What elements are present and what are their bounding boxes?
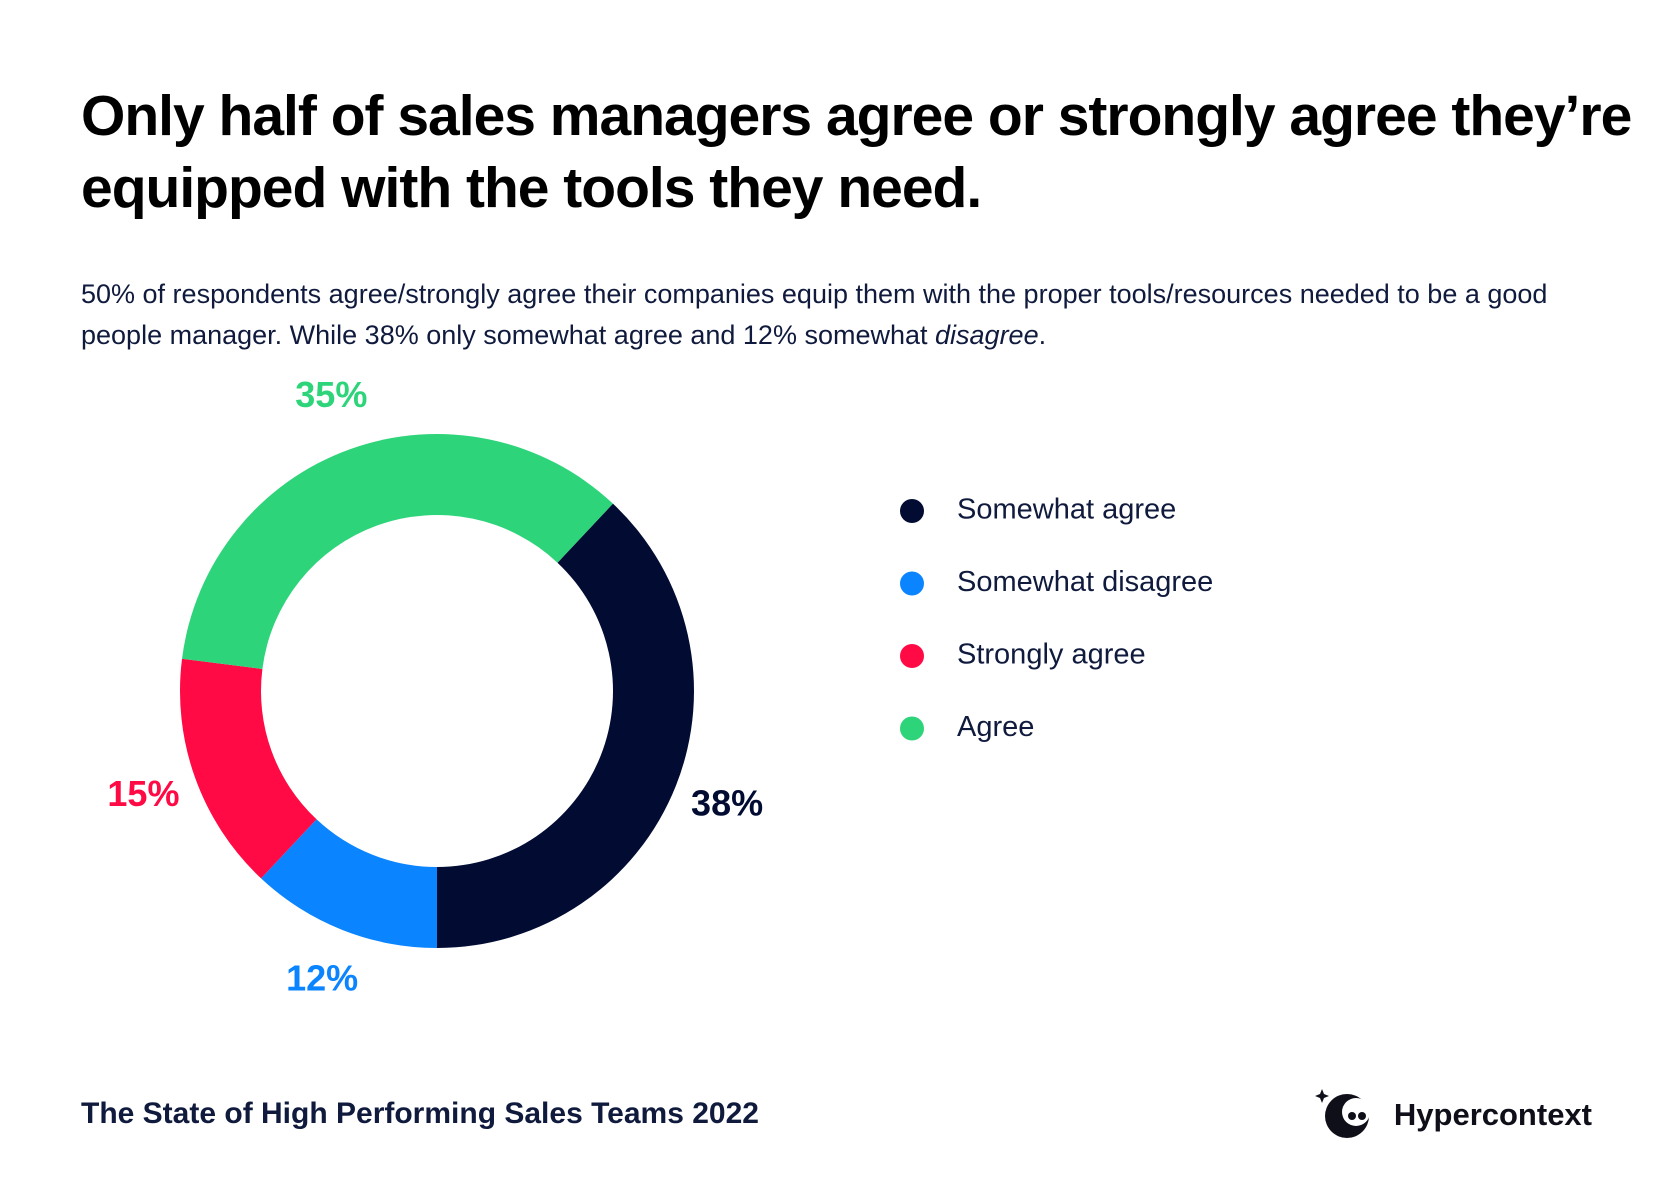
data-label: 12% xyxy=(286,958,358,999)
donut-segment xyxy=(182,434,613,669)
legend-marker xyxy=(900,571,924,596)
subtitle-emphasis: disagree xyxy=(935,320,1039,350)
legend-label: Agree xyxy=(957,711,1034,743)
data-label: 38% xyxy=(691,782,763,823)
subtitle: 50% of respondents agree/strongly agree … xyxy=(81,274,1611,356)
legend-marker xyxy=(900,499,924,523)
footer: The State of High Performing Sales Teams… xyxy=(81,1097,759,1130)
legend-marker xyxy=(900,644,924,668)
subtitle-text: 50% of respondents agree/strongly agree … xyxy=(81,279,1548,350)
legend-label: Somewhat disagree xyxy=(957,566,1213,598)
data-label: 15% xyxy=(107,773,179,814)
donut-segment xyxy=(180,658,317,879)
legend-label: Strongly agree xyxy=(957,639,1146,671)
subtitle-text: . xyxy=(1038,320,1047,350)
donut-segment xyxy=(261,819,437,948)
brand-name: Hypercontext xyxy=(1394,1097,1592,1132)
title: Only half of sales managers agree or str… xyxy=(81,84,1632,220)
data-label: 35% xyxy=(295,374,367,415)
legend-marker xyxy=(900,716,924,741)
donut-segment xyxy=(437,503,694,948)
brand-logo xyxy=(1315,1089,1370,1138)
legend-label: Somewhat agree xyxy=(957,494,1176,526)
